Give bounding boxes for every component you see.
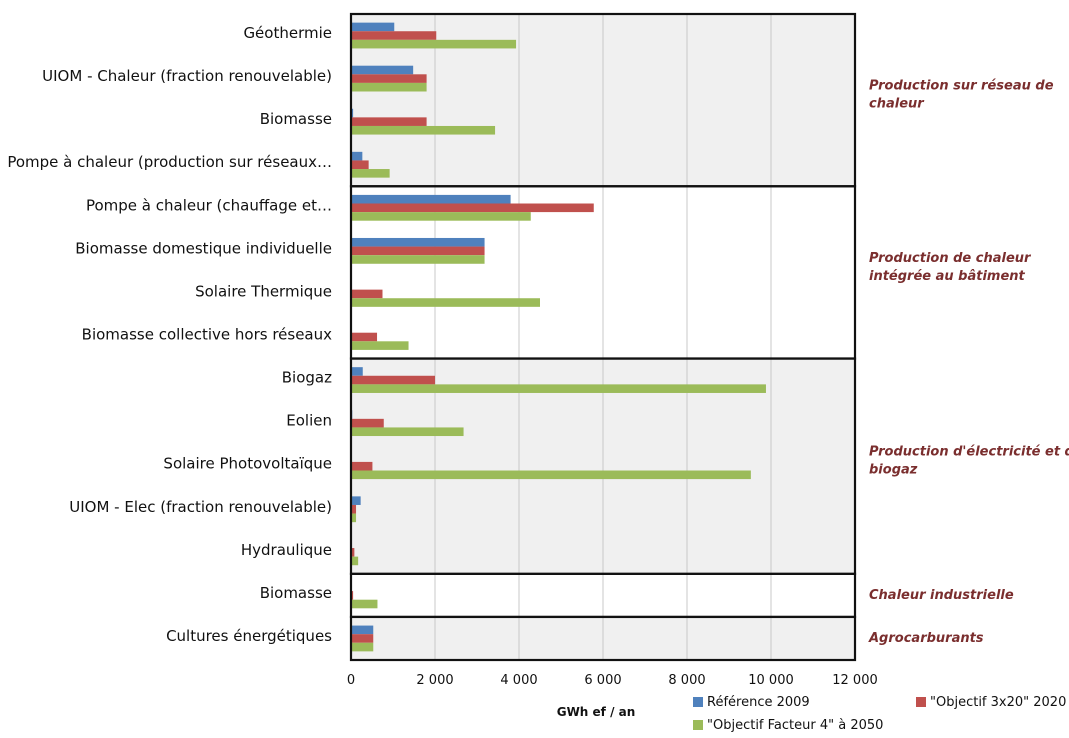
category-label: Géothermie xyxy=(243,24,332,42)
group-border xyxy=(349,615,857,662)
bar xyxy=(351,237,485,247)
group-label: Production sur réseau de xyxy=(869,79,1054,94)
category-label: Solaire Photovoltaïque xyxy=(163,455,332,473)
group-label: biogaz xyxy=(869,463,918,478)
legend-label: Référence 2009 xyxy=(707,695,810,710)
legend-swatch xyxy=(693,720,703,730)
bar xyxy=(351,625,374,635)
group-label: intégrée au bâtiment xyxy=(869,269,1026,284)
group-label: Production d'électricité et de xyxy=(869,445,1069,460)
legend-swatch xyxy=(916,697,926,707)
bar xyxy=(351,599,378,609)
bar xyxy=(351,367,363,376)
x-tick-label: 0 xyxy=(347,673,355,688)
bar xyxy=(351,341,409,350)
bar xyxy=(351,513,357,523)
x-axis-label: GWh ef / an xyxy=(557,705,636,719)
bar xyxy=(351,418,384,428)
bar xyxy=(351,203,594,213)
bar xyxy=(351,117,427,126)
x-tick-label: 6 000 xyxy=(584,673,621,688)
category-label: Biomasse xyxy=(260,110,332,128)
bar xyxy=(351,246,485,256)
x-tick-label: 4 000 xyxy=(500,673,537,688)
bar xyxy=(351,642,374,652)
bar xyxy=(351,160,369,170)
bar xyxy=(351,169,390,178)
bar xyxy=(351,289,383,299)
bar xyxy=(351,427,464,437)
category-label: Pompe à chaleur (production sur réseaux… xyxy=(7,153,332,171)
bar xyxy=(351,255,485,264)
group-label: Chaleur industrielle xyxy=(869,588,1014,603)
group-label: Production de chaleur xyxy=(869,251,1032,266)
bar xyxy=(351,556,359,566)
bar xyxy=(351,461,373,471)
bar xyxy=(351,548,355,557)
bar xyxy=(351,375,435,385)
bar xyxy=(351,22,395,32)
bar xyxy=(351,74,427,83)
category-label: Solaire Thermique xyxy=(195,282,332,300)
bar xyxy=(351,384,766,393)
legend-label: "Objectif Facteur 4" à 2050 xyxy=(707,718,883,733)
bar xyxy=(351,82,427,92)
category-label: Biomasse xyxy=(260,584,332,602)
bar xyxy=(351,504,357,514)
category-label: Biomasse domestique individuelle xyxy=(75,239,332,257)
category-label: Biomasse collective hors réseaux xyxy=(82,326,332,344)
x-tick-label: 10 000 xyxy=(748,673,794,688)
x-tick-label: 8 000 xyxy=(668,673,705,688)
bar xyxy=(351,31,437,40)
bar xyxy=(351,39,517,49)
category-label: UIOM - Chaleur (fraction renouvelable) xyxy=(42,67,332,85)
category-label: Biogaz xyxy=(282,369,332,387)
bar xyxy=(351,151,363,161)
category-label: Cultures énergétiques xyxy=(166,627,332,645)
bar xyxy=(351,298,540,307)
bar xyxy=(351,194,511,204)
bar xyxy=(351,125,496,135)
bar xyxy=(351,634,374,643)
legend-swatch xyxy=(693,697,703,707)
legend-label: "Objectif 3x20" 2020 xyxy=(930,695,1066,710)
bar xyxy=(351,470,751,480)
category-label: Pompe à chaleur (chauffage et… xyxy=(86,196,332,214)
category-label: Eolien xyxy=(286,412,332,430)
bar xyxy=(351,496,361,505)
x-tick-label: 2 000 xyxy=(416,673,453,688)
bar xyxy=(351,65,414,75)
group-label: Agrocarburants xyxy=(868,631,984,646)
bar xyxy=(351,332,378,342)
category-label: Hydraulique xyxy=(241,541,332,559)
bar xyxy=(351,212,531,221)
x-tick-label: 12 000 xyxy=(832,673,878,688)
group-label: chaleur xyxy=(869,97,925,112)
category-label: UIOM - Elec (fraction renouvelable) xyxy=(69,498,332,516)
